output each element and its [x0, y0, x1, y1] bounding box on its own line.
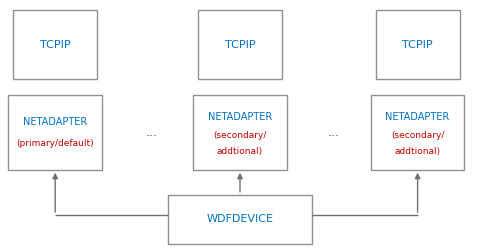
- Text: ...: ...: [145, 126, 157, 139]
- Bar: [371, 95, 464, 170]
- Bar: [375, 10, 460, 79]
- Text: (secondary/: (secondary/: [213, 131, 267, 140]
- Bar: [193, 95, 287, 170]
- Bar: [13, 10, 97, 79]
- Text: NETADAPTER: NETADAPTER: [208, 112, 272, 122]
- Text: addtional): addtional): [217, 147, 263, 156]
- Text: NETADAPTER: NETADAPTER: [23, 117, 87, 126]
- Text: addtional): addtional): [395, 147, 441, 156]
- Bar: [198, 10, 282, 79]
- Text: ...: ...: [327, 126, 339, 139]
- Bar: [168, 195, 312, 244]
- Text: WDFDEVICE: WDFDEVICE: [206, 215, 274, 224]
- Text: TCPIP: TCPIP: [402, 40, 433, 50]
- Text: (primary/default): (primary/default): [16, 139, 94, 148]
- Text: TCPIP: TCPIP: [225, 40, 255, 50]
- Text: TCPIP: TCPIP: [40, 40, 71, 50]
- Text: (secondary/: (secondary/: [391, 131, 444, 140]
- Text: NETADAPTER: NETADAPTER: [385, 112, 450, 122]
- Bar: [9, 95, 102, 170]
